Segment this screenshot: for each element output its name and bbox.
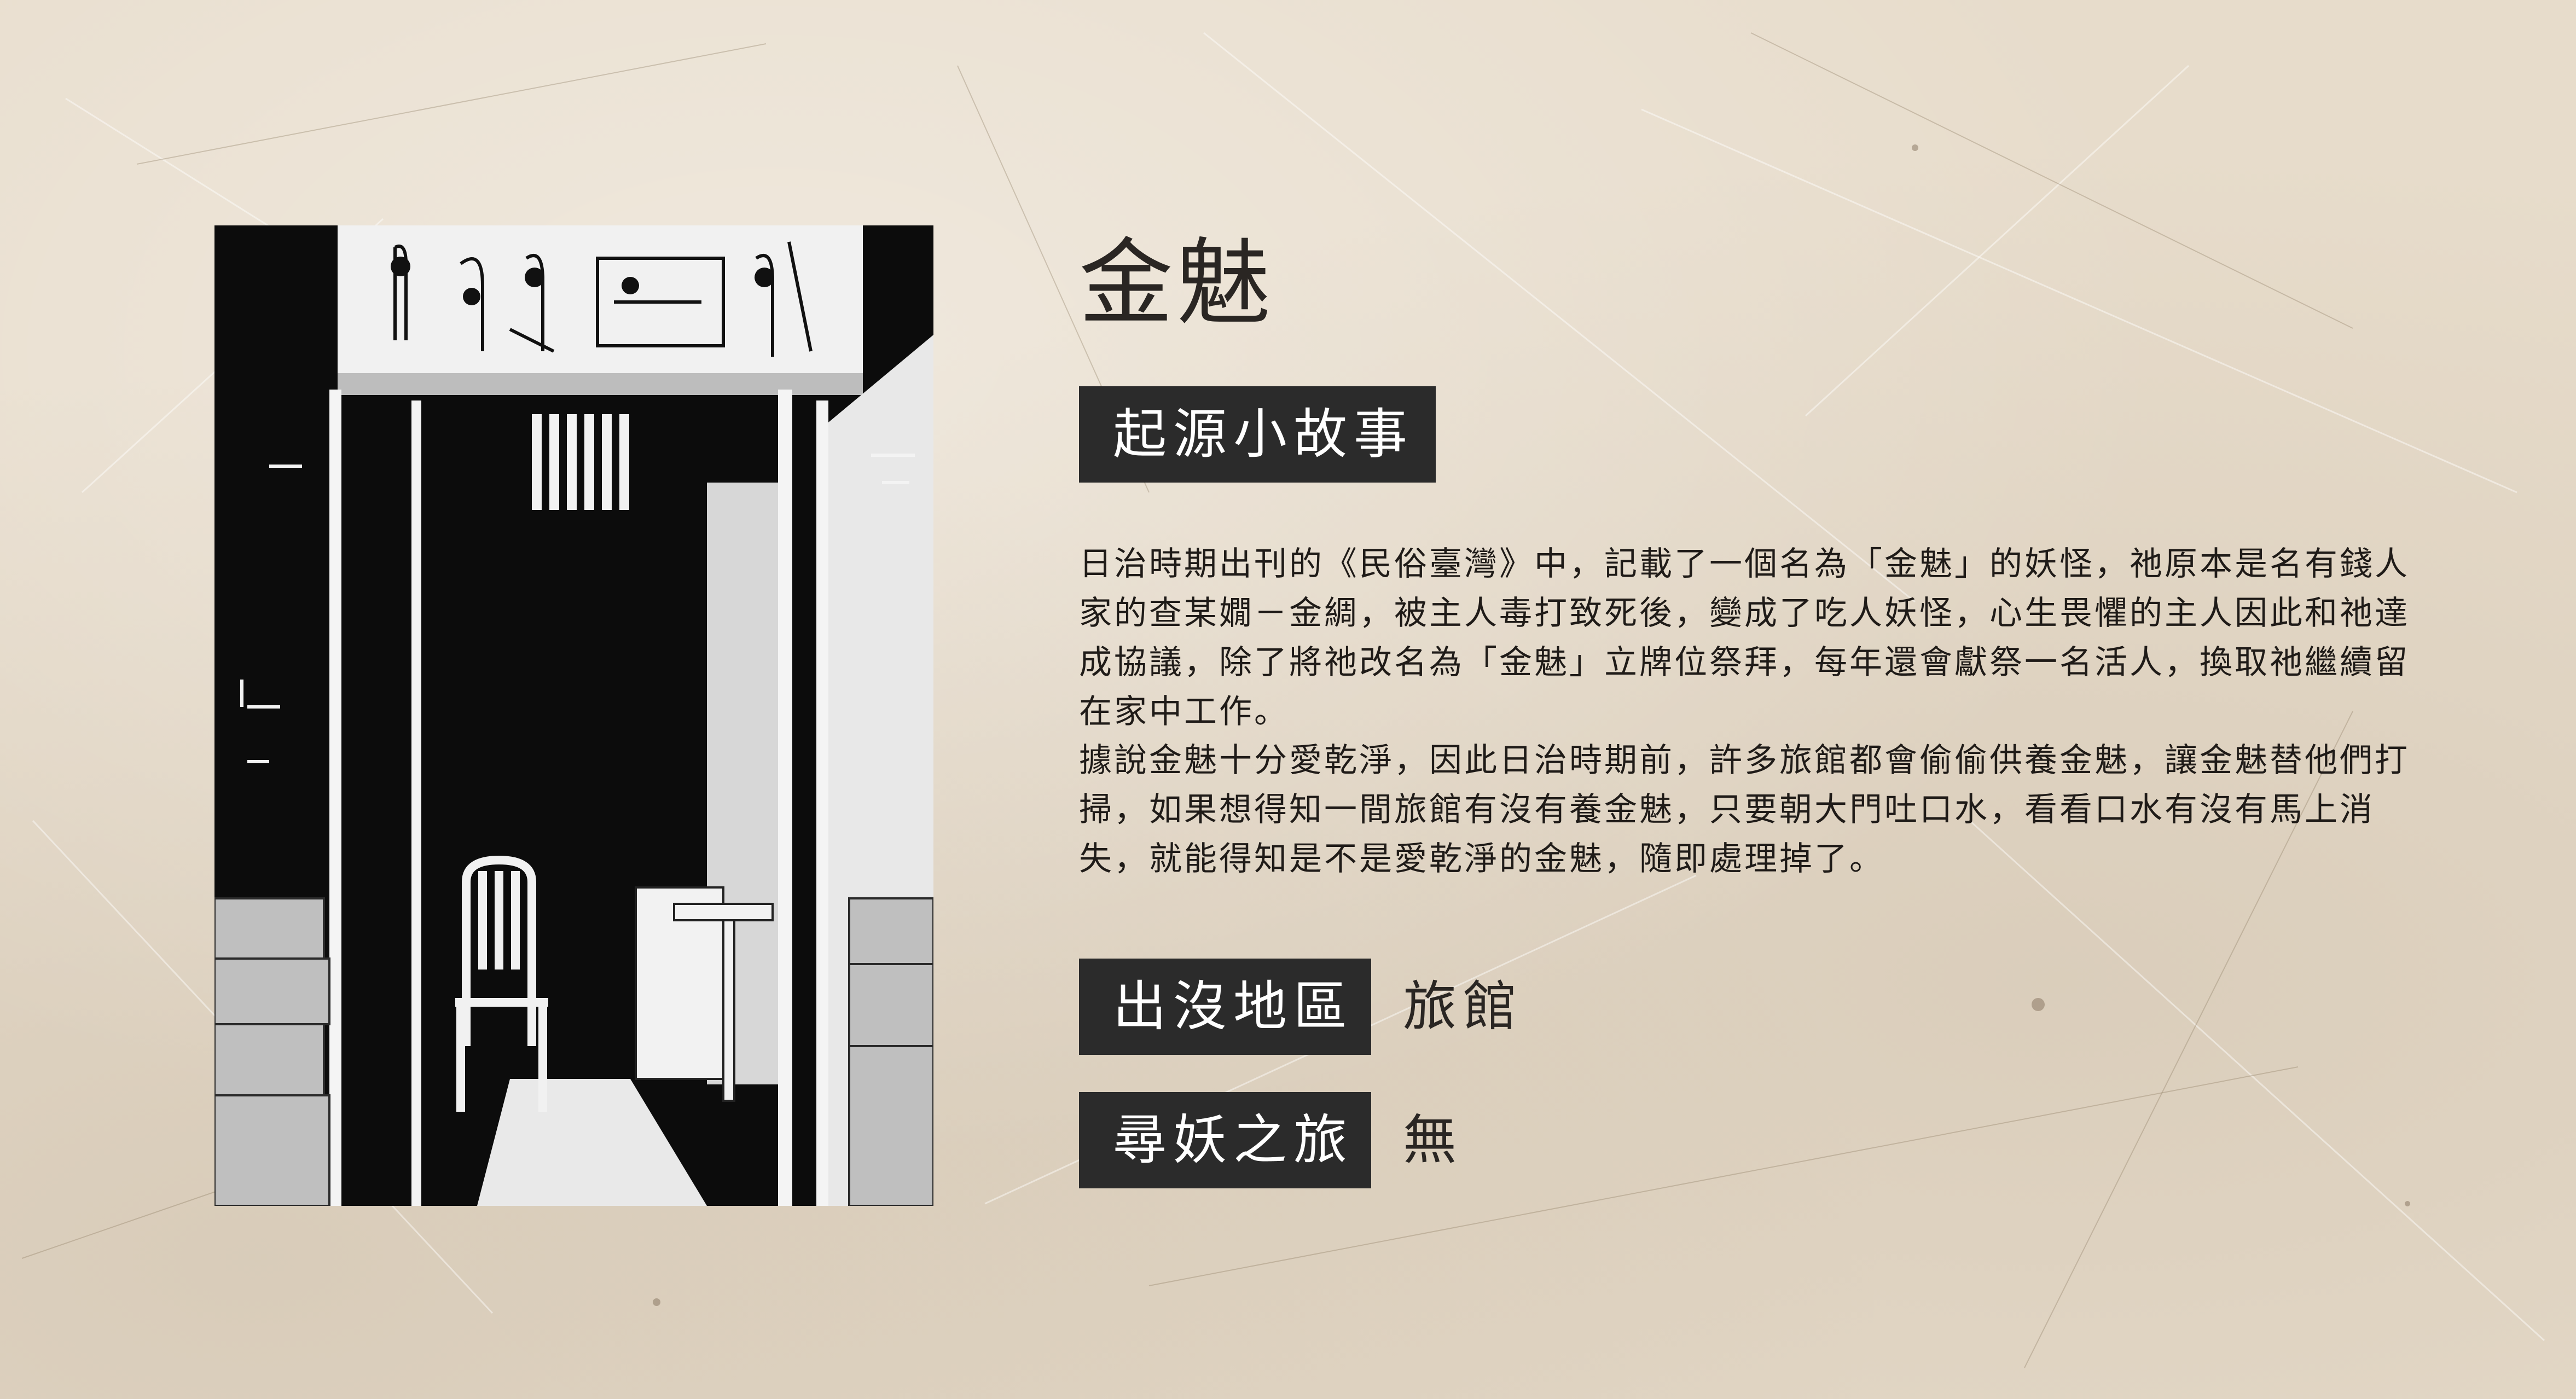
haunt-area-label: 出沒地區: [1079, 959, 1371, 1055]
page-title: 金魅: [1079, 228, 1274, 338]
origin-paragraph-2: 據說金魅十分愛乾淨，因此日治時期前，許多旅館都會偷偷供養金魅，讓金魅替他們打掃，…: [1079, 741, 2410, 878]
monster-journey-label: 尋妖之旅: [1079, 1092, 1371, 1188]
ink-illustration-inn-room-icon: [214, 225, 933, 1206]
haunt-area-value: 旅館: [1403, 976, 1524, 1038]
monster-journey-value: 無: [1403, 1109, 1464, 1171]
origin-paragraph-1: 日治時期出刊的《民俗臺灣》中，記載了一個名為「金魅」的妖怪，祂原本是名有錢人家的…: [1079, 545, 2410, 731]
origin-story-label: 起源小故事: [1079, 386, 1436, 483]
inn-illustration: [214, 225, 933, 1206]
